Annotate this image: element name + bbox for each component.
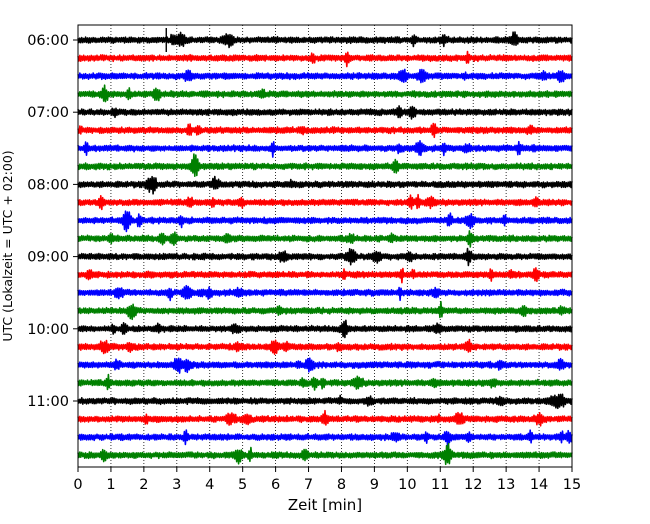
seismogram-trace	[77, 357, 573, 374]
x-tick-label: 11	[431, 477, 449, 493]
seismogram-trace	[77, 429, 573, 448]
seismogram-trace	[77, 338, 573, 355]
x-tick-label: 6	[271, 477, 280, 493]
seismogram-trace	[77, 230, 573, 248]
seismogram-trace	[77, 153, 573, 177]
x-tick-label: 9	[370, 477, 379, 493]
y-tick-label: 06:00	[27, 33, 69, 49]
y-tick-label: 07:00	[27, 105, 69, 121]
trace-group	[77, 28, 573, 466]
y-axis-label: UTC (Lokalzeit = UTC + 02:00)	[0, 150, 15, 341]
x-tick-label: 4	[205, 477, 214, 493]
x-tick-label: 1	[106, 477, 115, 493]
x-axis: 0 1 2 3 4 5 6 7 8 9 10 11 12 13 14 15	[73, 467, 581, 493]
seismogram-trace	[77, 373, 573, 391]
seismogram-trace	[77, 68, 573, 84]
seismogram-trace	[77, 300, 573, 321]
seismogram-trace	[77, 175, 573, 195]
seismogram-trace	[77, 122, 573, 139]
seismogram-trace	[77, 140, 573, 158]
seismogram-trace	[77, 319, 573, 339]
x-tick-label: 7	[304, 477, 313, 493]
x-tick-label: 2	[139, 477, 148, 493]
seismogram-trace	[77, 284, 573, 302]
x-tick-label: 15	[563, 477, 581, 493]
x-tick-label: 5	[238, 477, 247, 493]
seismogram-trace	[77, 84, 573, 103]
y-tick-label: 09:00	[27, 250, 69, 266]
x-tick-label: 0	[73, 477, 82, 493]
y-tick-label: 10:00	[27, 322, 69, 338]
plot-frame	[77, 24, 573, 468]
seismogram-trace	[77, 442, 573, 466]
seismogram-trace	[77, 267, 573, 284]
seismogram-trace	[77, 409, 573, 427]
x-tick-label: 8	[337, 477, 346, 493]
seismogram-trace	[77, 247, 573, 267]
x-tick-label: 3	[172, 477, 181, 493]
y-tick-label: 08:00	[27, 177, 69, 193]
x-tick-label: 12	[464, 477, 482, 493]
seismogram-trace	[77, 193, 573, 211]
seismogram-trace	[77, 105, 573, 120]
x-tick-label: 14	[530, 477, 548, 493]
seismogram-trace	[77, 393, 573, 410]
x-axis-label: Zeit [min]	[288, 496, 362, 514]
seismogram-trace	[77, 31, 573, 49]
seismogram-trace	[77, 210, 573, 233]
y-axis: 06:00 07:00 08:00 09:00 10:00 11:00	[27, 33, 78, 410]
seismogram-trace	[77, 50, 573, 68]
x-tick-label: 13	[497, 477, 515, 493]
x-tick-label: 10	[398, 477, 416, 493]
y-tick-label: 11:00	[27, 394, 69, 410]
